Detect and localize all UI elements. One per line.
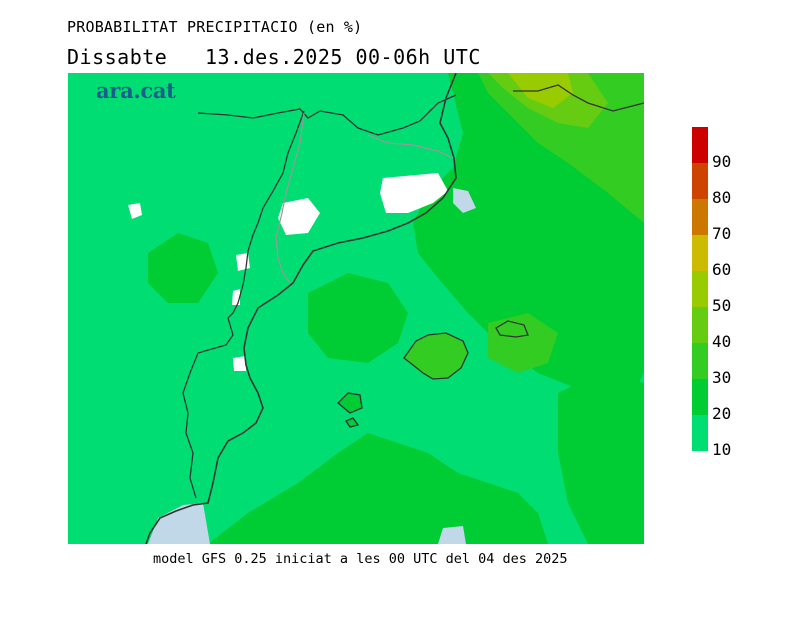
legend-label: 60 <box>712 260 732 279</box>
prob-area-20-30-south <box>208 433 548 544</box>
legend-label: 90 <box>712 152 732 171</box>
legend-swatch <box>692 199 708 235</box>
legend-swatch <box>692 415 708 451</box>
sea-patch <box>148 503 210 544</box>
legend-swatch <box>692 127 708 163</box>
legend-swatch <box>692 163 708 199</box>
legend-swatch <box>692 307 708 343</box>
coastline <box>145 73 457 544</box>
legend-label: 50 <box>712 296 732 315</box>
regional-border <box>197 94 457 136</box>
regional-border <box>182 110 305 499</box>
island-formentera <box>345 417 360 428</box>
prob-area-30-40-northeast <box>478 73 644 223</box>
sea-patch <box>453 188 476 213</box>
map-subtitle-date: Dissabte 13.des.2025 00-06h UTC <box>67 45 481 69</box>
legend-swatch <box>692 343 708 379</box>
legend-label: 80 <box>712 188 732 207</box>
legend-swatch <box>692 271 708 307</box>
precipitation-map <box>68 73 644 544</box>
legend-swatch <box>692 379 708 415</box>
ara-cat-logo: ara.cat <box>96 78 176 103</box>
country-border <box>275 112 305 284</box>
island-menorca <box>495 320 529 338</box>
prob-area-20-30-west <box>148 233 218 303</box>
island-mallorca <box>403 332 469 380</box>
prob-area-20-30-southeast <box>558 373 644 544</box>
no-data-patch <box>380 173 448 213</box>
legend-label: 30 <box>712 368 732 387</box>
no-data-patch <box>232 289 240 305</box>
legend-label: 10 <box>712 440 732 459</box>
no-data-patch <box>128 203 142 219</box>
country-border <box>513 84 644 112</box>
island-eivissa <box>337 392 363 414</box>
no-data-patch <box>278 198 320 235</box>
map-title: PROBABILITAT PRECIPITACIO (en %) <box>67 18 363 36</box>
country-border <box>367 134 454 159</box>
legend-label: 70 <box>712 224 732 243</box>
sea-patch <box>438 526 466 544</box>
legend-label: 20 <box>712 404 732 423</box>
legend-label: 40 <box>712 332 732 351</box>
model-info-text: model GFS 0.25 iniciat a les 00 UTC del … <box>153 551 568 567</box>
legend-swatch <box>692 235 708 271</box>
no-data-patch <box>233 356 246 371</box>
prob-area-20-30-center <box>308 273 408 363</box>
